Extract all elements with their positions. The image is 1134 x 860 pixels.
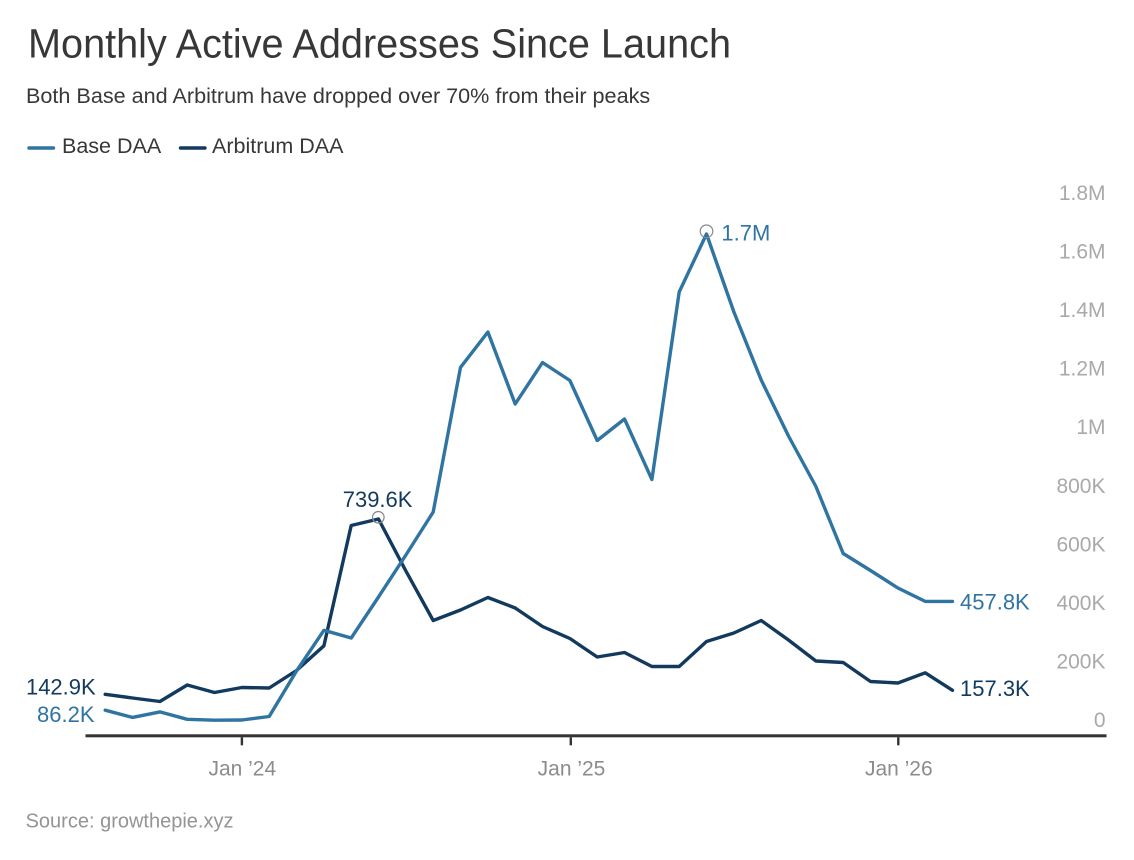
svg-text:Jan ’24: Jan ’24 bbox=[208, 757, 276, 780]
svg-text:800K: 800K bbox=[1056, 475, 1105, 498]
svg-text:1.4M: 1.4M bbox=[1059, 299, 1106, 322]
svg-text:Monthly Active Addresses Since: Monthly Active Addresses Since Launch bbox=[28, 20, 731, 66]
svg-text:Jan ’26: Jan ’26 bbox=[865, 757, 933, 780]
svg-text:1.8M: 1.8M bbox=[1059, 182, 1106, 205]
svg-text:200K: 200K bbox=[1056, 651, 1105, 674]
svg-text:86.2K: 86.2K bbox=[37, 702, 95, 727]
svg-text:Both Base and Arbitrum have dr: Both Base and Arbitrum have dropped over… bbox=[26, 83, 650, 108]
svg-text:1.7M: 1.7M bbox=[721, 221, 770, 246]
svg-text:142.9K: 142.9K bbox=[26, 674, 96, 699]
svg-text:Base DAA: Base DAA bbox=[62, 134, 162, 158]
svg-text:739.6K: 739.6K bbox=[343, 487, 413, 512]
svg-text:Arbitrum DAA: Arbitrum DAA bbox=[212, 134, 344, 158]
svg-text:1.6M: 1.6M bbox=[1059, 240, 1106, 263]
svg-text:600K: 600K bbox=[1056, 533, 1105, 556]
svg-text:1.2M: 1.2M bbox=[1059, 358, 1106, 381]
svg-text:457.8K: 457.8K bbox=[960, 589, 1030, 614]
svg-text:Source: growthepie.xyz: Source: growthepie.xyz bbox=[26, 811, 234, 833]
svg-text:157.3K: 157.3K bbox=[960, 676, 1030, 701]
svg-text:Jan ’25: Jan ’25 bbox=[538, 757, 606, 780]
svg-text:1M: 1M bbox=[1076, 416, 1105, 439]
svg-text:400K: 400K bbox=[1056, 592, 1105, 615]
svg-text:0: 0 bbox=[1094, 709, 1106, 732]
